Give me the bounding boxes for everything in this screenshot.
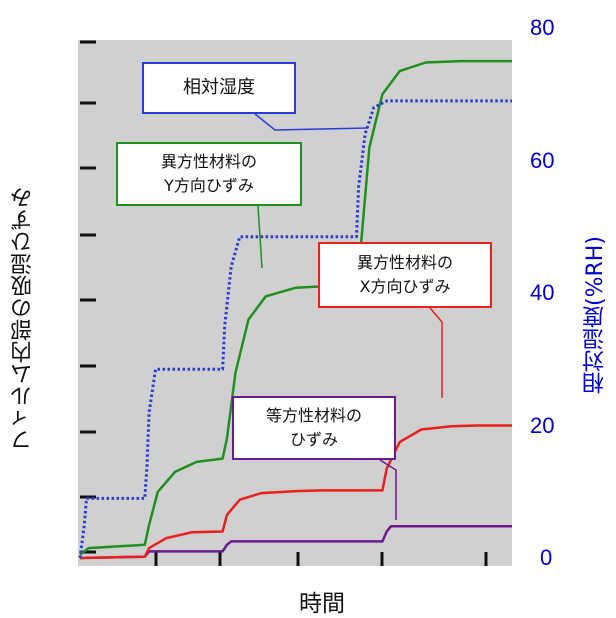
right-tick-label-0: 0 <box>540 545 553 570</box>
callout-iso-line2: ひずみ <box>289 430 338 449</box>
right-tick-label-80: 80 <box>530 15 555 40</box>
left-axis-label: フィルム内部の吸湿ひずみ <box>11 187 36 451</box>
right-tick-label-20: 20 <box>530 412 555 438</box>
right-tick-label-60: 60 <box>530 147 555 173</box>
callout-leaders <box>254 113 443 520</box>
leader-y-strain <box>257 205 263 269</box>
callout-rh: 相対湿度 <box>142 62 296 114</box>
right-tick-label-40: 40 <box>530 280 555 305</box>
leader-iso-strain <box>379 459 397 520</box>
callout-y-strain: 異方性材料の Y方向ひずみ <box>116 142 302 206</box>
callout-x-strain: 異方性材料の X方向ひずみ <box>318 242 492 308</box>
callout-rh-text: 相対湿度 <box>183 77 255 98</box>
series-layer <box>78 59 512 560</box>
bottom-axis-ticks <box>154 552 488 566</box>
leader-x-strain <box>429 307 443 398</box>
callout-y-line1: 異方性材料の <box>160 152 257 171</box>
callout-iso-line1: 等方性材料の <box>265 406 362 425</box>
series-line-x_strain <box>79 424 512 560</box>
callout-x-line2: X方向ひずみ <box>359 277 451 296</box>
callout-x-line1: 異方性材料の <box>356 253 453 272</box>
callout-iso-strain: 等方性材料の ひずみ <box>232 396 396 460</box>
callout-y-line2: Y方向ひずみ <box>164 176 254 195</box>
series-line-y_strain <box>79 59 512 556</box>
x-axis-label: 時間 <box>299 591 345 617</box>
leader-rh <box>254 113 369 131</box>
